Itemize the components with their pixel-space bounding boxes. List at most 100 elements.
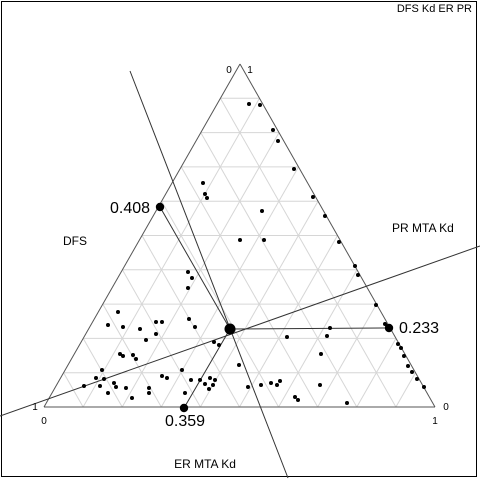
grid-line bbox=[141, 235, 240, 408]
data-point bbox=[121, 325, 125, 329]
data-point bbox=[160, 320, 164, 324]
marker-connector-2 bbox=[183, 328, 231, 409]
data-point bbox=[293, 395, 297, 399]
grid-line bbox=[219, 98, 397, 408]
grid-line bbox=[82, 98, 260, 408]
data-point bbox=[258, 103, 262, 107]
data-point bbox=[134, 357, 138, 361]
grid-line bbox=[180, 166, 319, 408]
data-point bbox=[353, 264, 357, 268]
data-point bbox=[396, 342, 400, 346]
data-point bbox=[260, 209, 264, 213]
tick-top-left: 0 bbox=[226, 65, 232, 76]
axis-marker-point bbox=[384, 323, 394, 333]
data-point bbox=[102, 377, 106, 381]
data-point bbox=[237, 363, 241, 367]
data-point bbox=[337, 240, 341, 244]
data-point bbox=[383, 322, 387, 326]
data-point bbox=[259, 383, 263, 387]
triangle-edge-left bbox=[43, 63, 241, 408]
data-point bbox=[138, 327, 142, 331]
data-point bbox=[186, 270, 190, 274]
tick-top-right: 1 bbox=[247, 65, 253, 76]
data-point bbox=[275, 383, 279, 387]
tick-right-top: 0 bbox=[443, 402, 449, 413]
data-point bbox=[318, 383, 322, 387]
right-axis-label: PR MTA Kd bbox=[392, 221, 454, 235]
data-point bbox=[203, 382, 207, 386]
data-point bbox=[262, 238, 266, 242]
axis-marker-point bbox=[155, 202, 165, 212]
data-point bbox=[213, 378, 217, 382]
data-point bbox=[203, 192, 207, 196]
ternary-triangle bbox=[43, 63, 436, 408]
data-point bbox=[246, 385, 250, 389]
data-point bbox=[238, 238, 242, 242]
marker-label-left: 0.408 bbox=[110, 200, 150, 217]
cross-line-shallow bbox=[0, 245, 480, 417]
data-point bbox=[345, 401, 349, 405]
tick-right-bottom: 1 bbox=[432, 416, 438, 427]
data-point bbox=[211, 383, 215, 387]
data-point bbox=[278, 379, 282, 383]
data-point bbox=[323, 214, 327, 218]
data-point bbox=[311, 195, 315, 199]
data-point bbox=[374, 303, 378, 307]
data-point bbox=[356, 273, 360, 277]
data-point bbox=[296, 398, 300, 402]
data-point bbox=[100, 368, 104, 372]
data-point bbox=[193, 325, 197, 329]
data-point bbox=[269, 381, 273, 385]
left-axis-label: DFS bbox=[63, 234, 87, 248]
marker-connector-0 bbox=[159, 206, 231, 330]
data-point bbox=[207, 387, 211, 391]
data-point bbox=[217, 343, 221, 347]
data-point bbox=[319, 352, 323, 356]
data-point bbox=[189, 378, 193, 382]
centroid-axis-lines bbox=[0, 70, 480, 479]
grid-line bbox=[160, 166, 299, 408]
data-point bbox=[112, 381, 116, 385]
data-point bbox=[131, 353, 135, 357]
axis-marker-point bbox=[179, 403, 189, 413]
data-point bbox=[406, 364, 410, 368]
data-point bbox=[118, 352, 122, 356]
data-point bbox=[247, 102, 251, 106]
data-point bbox=[124, 386, 128, 390]
data-point bbox=[186, 286, 190, 290]
grid-line bbox=[200, 132, 358, 408]
data-point bbox=[415, 377, 419, 381]
data-point bbox=[106, 391, 110, 395]
data-point bbox=[328, 326, 332, 330]
data-point bbox=[198, 378, 202, 382]
data-point bbox=[144, 338, 148, 342]
marker-label-right: 0.233 bbox=[399, 320, 439, 337]
grid-line bbox=[395, 372, 416, 408]
data-point bbox=[98, 384, 102, 388]
grid-line bbox=[317, 303, 377, 408]
centroid-point bbox=[224, 323, 236, 335]
data-points bbox=[82, 102, 426, 405]
grid-line bbox=[121, 132, 280, 408]
data-point bbox=[205, 196, 209, 200]
data-point bbox=[208, 376, 212, 380]
data-point bbox=[116, 310, 120, 314]
data-point bbox=[325, 334, 329, 338]
data-point bbox=[160, 374, 164, 378]
data-point bbox=[402, 354, 406, 358]
marker-label-bottom: 0.359 bbox=[165, 413, 205, 430]
data-point bbox=[82, 384, 86, 388]
data-point bbox=[201, 181, 205, 185]
data-point bbox=[121, 354, 125, 358]
grid-line bbox=[239, 235, 338, 408]
data-point bbox=[399, 346, 403, 350]
data-point bbox=[114, 385, 118, 389]
data-point bbox=[130, 396, 134, 400]
data-point bbox=[187, 317, 191, 321]
data-point bbox=[410, 370, 414, 374]
data-point bbox=[165, 376, 169, 380]
axis-markers bbox=[155, 202, 394, 413]
data-point bbox=[422, 385, 426, 389]
cross-line-steep bbox=[129, 70, 289, 479]
